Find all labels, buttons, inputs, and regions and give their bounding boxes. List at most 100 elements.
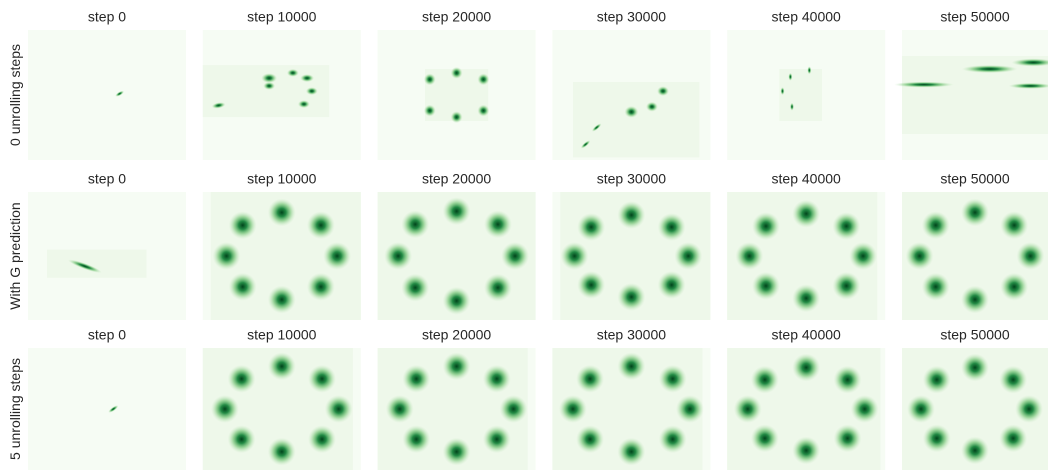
panel-title: step 0 [88,327,126,343]
density-panel [28,30,186,160]
density-blob [228,211,257,240]
density-blob [67,259,102,274]
panel-title: step 0 [88,9,126,25]
density-blob [324,395,353,423]
density-blob [658,364,687,393]
density-blob [922,424,951,453]
density-blob [442,197,471,226]
panel-title: step 30000 [597,327,666,343]
density-blob [442,352,471,381]
density-panel [28,348,186,470]
density-panel [552,30,711,160]
panel-title: step 50000 [940,327,1009,343]
panel-title: step 10000 [247,171,316,187]
density-blob [499,395,528,423]
density-panel [727,30,886,160]
panel-inner [46,249,147,278]
density-blob [849,242,878,270]
density-blob [267,352,296,381]
panel-title: step 40000 [772,171,841,187]
density-blob [401,210,430,239]
density-blob [624,105,639,118]
density-blob [750,365,779,394]
panel-title: step 10000 [247,327,316,343]
density-blob [576,364,605,393]
density-blob [442,286,471,315]
density-blob [792,353,821,382]
density-panel [202,348,361,470]
density-blob [308,364,337,393]
panel-title: step 0 [88,171,126,187]
density-blob [733,395,762,423]
density-blob [750,424,779,453]
panel-title: step 20000 [422,171,491,187]
density-blob [921,272,950,301]
panel-title: step 30000 [597,9,666,25]
density-blob [450,66,463,79]
density-blob [306,272,335,301]
panel-title: step 50000 [940,171,1009,187]
density-blob [227,364,256,393]
density-blob [657,270,686,299]
density-blob [1016,242,1045,270]
density-panel [377,348,536,470]
density-blob [263,81,276,90]
density-blob [999,365,1028,394]
density-blob [108,405,119,413]
density-blob [482,364,511,393]
density-blob [297,100,310,109]
density-blob [675,395,704,423]
density-blob [580,140,591,149]
density-blob [657,86,669,97]
density-blob [210,395,239,423]
row-label: 0 unrolling steps [7,44,23,146]
density-blob [792,284,821,313]
density-panel [727,192,886,320]
density-blob [906,395,935,423]
density-blob [323,242,352,270]
panel-title: step 30000 [597,171,666,187]
panel-background [28,348,186,470]
density-blob [792,199,821,228]
density-blob [1000,211,1029,240]
density-blob [850,395,879,423]
density-blob [833,424,862,453]
density-blob [905,242,934,270]
density-blob [308,425,337,454]
density-blob [657,213,686,242]
density-panel [552,348,711,470]
density-blob [617,437,646,466]
density-panel [377,192,536,320]
density-blob [1015,395,1044,423]
density-panel [377,30,536,160]
density-blob [423,73,436,86]
density-blob [482,425,511,454]
density-panel [202,192,361,320]
density-blob [211,102,226,109]
density-blob [961,198,989,227]
density-panel [727,348,886,470]
density-blob [423,104,436,117]
density-blob [617,201,646,230]
density-blob [617,352,646,381]
density-blob [1011,58,1048,67]
density-blob [735,242,764,270]
density-blob [893,81,954,88]
density-blob [751,212,780,241]
density-blob [617,282,646,311]
density-blob [483,273,512,302]
density-blob [961,436,989,465]
density-blob [227,425,256,454]
density-blob [558,395,587,423]
density-blob [961,353,989,382]
density-blob [300,74,315,83]
density-blob [305,87,318,96]
density-blob [385,395,414,423]
density-blob [751,271,780,300]
panel-title: step 40000 [772,327,841,343]
density-blob [477,104,490,117]
density-panel [902,192,1048,320]
density-blob [306,211,335,240]
density-blob [261,73,278,84]
